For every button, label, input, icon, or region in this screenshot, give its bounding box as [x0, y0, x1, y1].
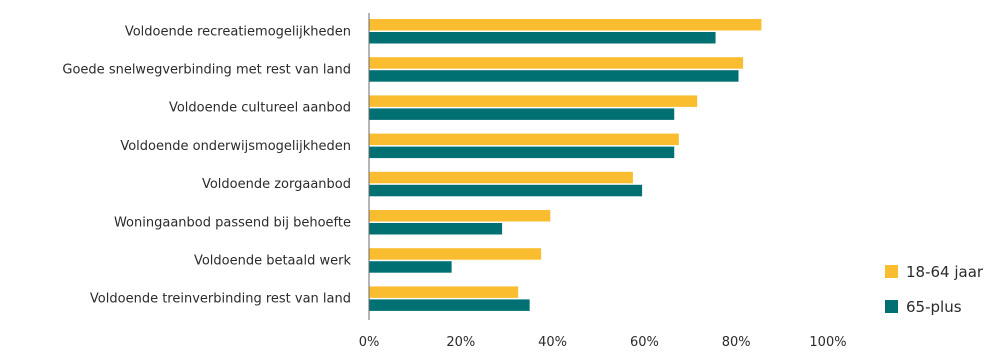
bar-series2-6	[369, 261, 452, 273]
bar-series2-1	[369, 70, 739, 82]
bar-series1-5	[369, 210, 551, 222]
category-label: Goede snelwegverbinding met rest van lan…	[62, 62, 351, 77]
x-tick-label: 40%	[538, 335, 567, 349]
category-label: Voldoende betaald werk	[194, 253, 352, 268]
bar-series1-6	[369, 248, 542, 260]
category-label: Voldoende zorgaanbod	[202, 177, 351, 192]
legend-label-1: 18-64 jaar	[906, 263, 984, 281]
x-tick-label: 100%	[809, 335, 846, 349]
legend-swatch-1	[885, 265, 898, 278]
x-tick-label: 20%	[446, 335, 475, 349]
category-label: Voldoende recreatiemogelijkheden	[125, 24, 351, 39]
legend-label-2: 65-plus	[906, 298, 962, 316]
bar-series1-2	[369, 95, 698, 107]
bar-series2-0	[369, 32, 716, 44]
category-label: Voldoende onderwijsmogelijkheden	[120, 139, 351, 154]
bar-series2-5	[369, 223, 503, 235]
bar-series1-7	[369, 286, 519, 298]
bar-series2-2	[369, 108, 675, 120]
x-tick-label: 60%	[630, 335, 659, 349]
category-label: Voldoende cultureel aanbod	[169, 101, 351, 116]
x-tick-label: 0%	[359, 335, 380, 349]
bar-series1-0	[369, 19, 762, 31]
x-tick-label: 80%	[722, 335, 751, 349]
legend-swatch-2	[885, 300, 898, 313]
category-label: Voldoende treinverbinding rest van land	[90, 292, 351, 307]
bar-series2-7	[369, 299, 530, 311]
category-label: Woningaanbod passend bij behoefte	[114, 215, 351, 230]
bar-series2-4	[369, 184, 643, 197]
bar-series1-3	[369, 133, 679, 146]
bar-series1-4	[369, 171, 633, 184]
bar-series2-3	[369, 146, 675, 159]
bar-series1-1	[369, 57, 744, 69]
